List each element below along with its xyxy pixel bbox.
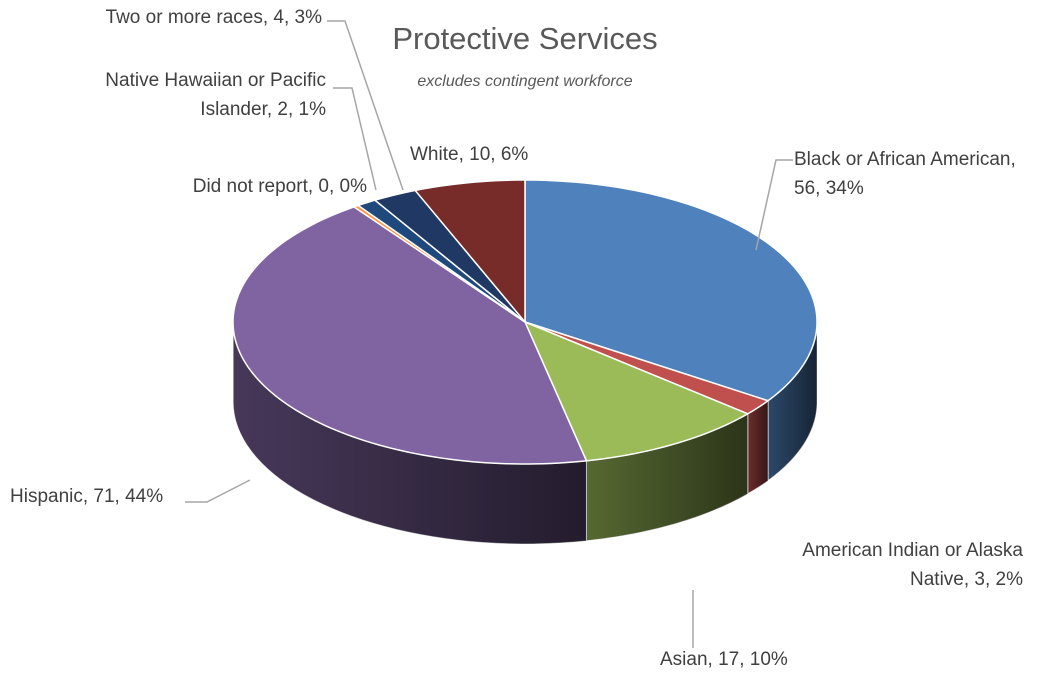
label-american-indian-or-alaska-native: American Indian or Alaska Native, 3, 2% — [802, 540, 1023, 590]
pie-sides — [232, 321, 818, 545]
chart-subtitle: excludes contingent workforce — [417, 73, 632, 90]
label-line: Islander, 2, 1% — [200, 99, 326, 120]
side-shade-american-indian-or-alaska-native — [747, 400, 768, 494]
slice-white — [414, 179, 526, 323]
label-line: 56, 34% — [794, 178, 864, 199]
label-hispanic: Hispanic, 71, 44% — [10, 486, 163, 507]
side-shade-black-or-african-american — [767, 322, 817, 481]
slice-hispanic — [232, 206, 588, 465]
label-two-or-more-races: Two or more races, 4, 3% — [106, 7, 323, 28]
chart-title: Protective Services — [392, 21, 657, 56]
slice-asian — [524, 321, 749, 462]
label-line: American Indian or Alaska — [802, 540, 1023, 561]
label-line: Native Hawaiian or Pacific — [105, 70, 326, 91]
leader-two-or-more-races — [327, 20, 404, 191]
side-shade-asian — [586, 413, 748, 541]
label-line: Native, 3, 2% — [910, 569, 1023, 590]
label-native-hawaiian-or-pacific-islander: Native Hawaiian or Pacific Islander, 2, 1… — [105, 70, 326, 120]
label-line: Asian, 17, 10% — [660, 649, 788, 670]
label-black-or-african-american: Black or African American, 56, 34% — [794, 149, 1016, 199]
label-line: White, 10, 6% — [410, 144, 528, 165]
label-line: Hispanic, 71, 44% — [10, 486, 163, 507]
leader-black-or-african-american — [755, 159, 793, 251]
label-leaders — [185, 20, 793, 648]
label-asian: Asian, 17, 10% — [660, 649, 788, 670]
label-line: Did not report, 0, 0% — [193, 176, 367, 197]
label-did-not-report: Did not report, 0, 0% — [193, 176, 367, 197]
data-labels: Black or African American, 56, 34% America… — [10, 7, 1023, 670]
side-shade-hispanic — [233, 322, 587, 544]
slice-two-or-more-races — [374, 189, 526, 323]
label-line: Black or African American, — [794, 149, 1016, 170]
label-white: White, 10, 6% — [410, 144, 528, 165]
leader-hispanic — [185, 479, 251, 503]
slice-american-indian-or-alaska-native — [524, 321, 769, 415]
leader-native-hawaiian-or-pacific-islander — [333, 87, 377, 191]
label-line: Two or more races, 4, 3% — [106, 7, 323, 28]
pie-slices — [232, 179, 818, 465]
